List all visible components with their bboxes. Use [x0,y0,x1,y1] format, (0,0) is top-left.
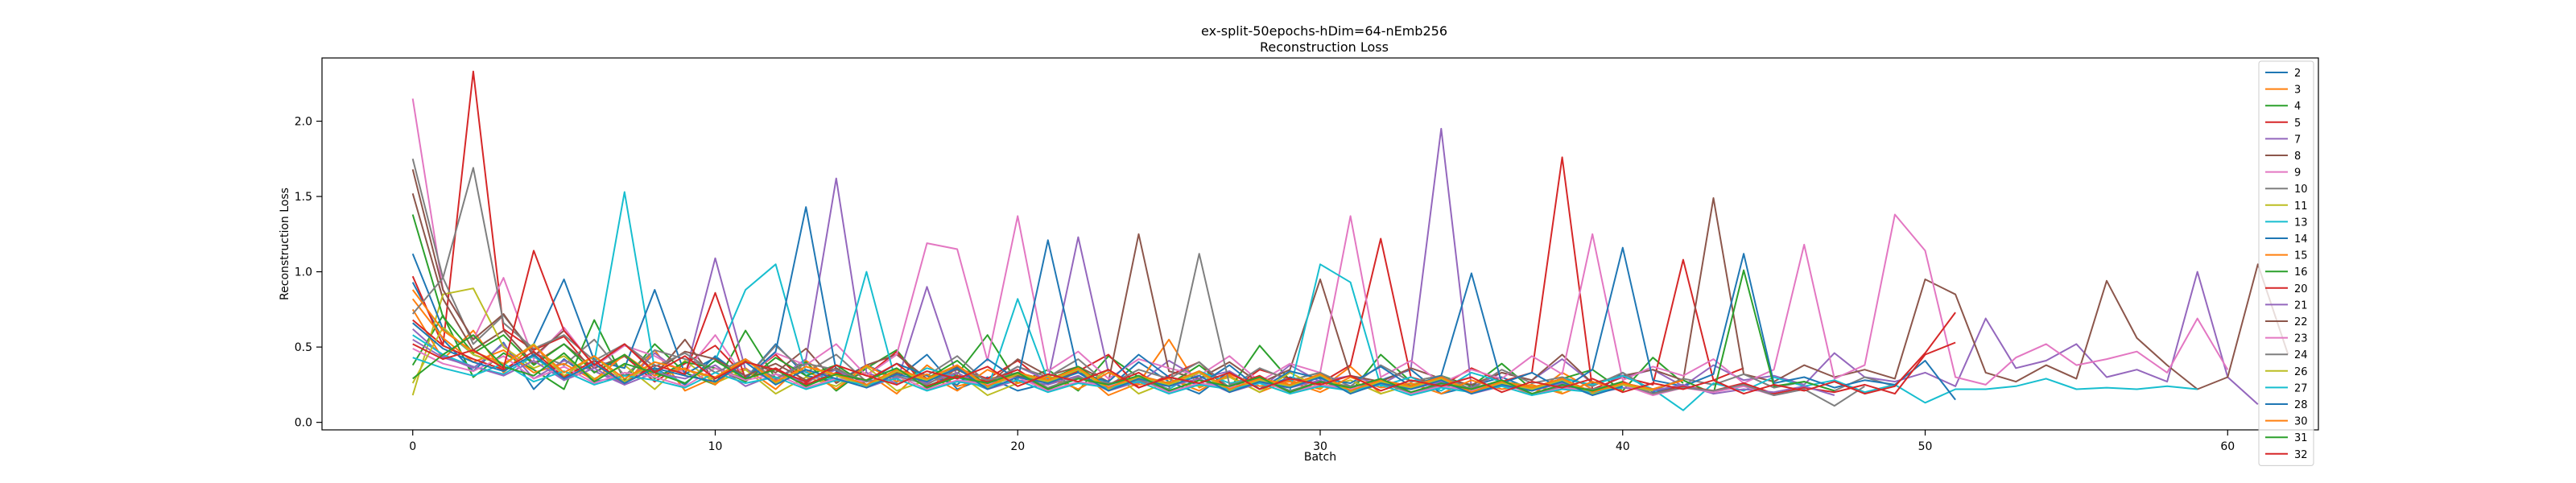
legend-box [2258,60,2314,466]
legend-label-10: 10 [2294,184,2308,196]
y-tick-label: 1.5 [295,191,312,204]
x-tick-label: 10 [708,440,723,453]
chart-title: ex-split-50epochs-hDim=64-nEmb256 [1201,23,1447,39]
x-tick-label: 60 [2220,440,2235,453]
legend-label-2: 2 [2294,68,2301,80]
y-axis-ticks: 0.0 0.5 1.0 1.5 2.0 [295,116,322,430]
legend-label-11: 11 [2294,200,2308,213]
x-tick-label: 50 [1918,440,1933,453]
series-line-32 [412,250,1956,395]
series-line-30 [411,289,1684,394]
series-line-23 [412,348,1805,396]
x-axis-ticks: 0 10 20 30 40 50 60 [409,430,2235,453]
legend-label-23: 23 [2294,333,2308,345]
y-tick-label: 1.0 [295,266,312,279]
legend: 2345789101113141516202122232426272830313… [2258,60,2314,466]
series-line-31 [412,334,1624,395]
series-layer [411,70,2289,411]
x-tick-label: 0 [409,440,416,453]
legend-label-26: 26 [2294,366,2308,378]
series-line-27 [412,357,1623,396]
legend-label-28: 28 [2294,399,2308,411]
legend-label-7: 7 [2294,134,2301,146]
legend-label-4: 4 [2294,101,2301,113]
legend-label-32: 32 [2294,449,2308,461]
legend-label-21: 21 [2294,299,2308,312]
legend-label-20: 20 [2294,283,2308,295]
y-axis-label: Reconstruction Loss [279,188,291,300]
legend-label-9: 9 [2294,167,2301,180]
y-tick-label: 2.0 [295,116,312,129]
chart-subtitle: Reconstruction Loss [1260,39,1389,55]
legend-label-5: 5 [2294,118,2301,130]
legend-label-15: 15 [2294,250,2308,262]
legend-label-13: 13 [2294,217,2308,229]
legend-label-8: 8 [2294,151,2301,163]
legend-label-30: 30 [2294,416,2308,428]
x-tick-label: 20 [1010,440,1025,453]
series-line-28 [412,322,1624,396]
x-axis-label: Batch [1304,451,1336,464]
legend-label-3: 3 [2294,85,2301,97]
legend-label-14: 14 [2294,233,2308,246]
y-tick-label: 0.5 [295,341,312,354]
legend-label-16: 16 [2294,266,2308,279]
y-tick-label: 0.0 [295,417,312,430]
x-tick-label: 40 [1616,440,1630,453]
legend-label-24: 24 [2294,349,2308,361]
legend-label-22: 22 [2294,316,2308,328]
legend-label-27: 27 [2294,382,2308,394]
x-tick-label: 30 [1313,440,1327,453]
legend-label-31: 31 [2294,432,2308,444]
